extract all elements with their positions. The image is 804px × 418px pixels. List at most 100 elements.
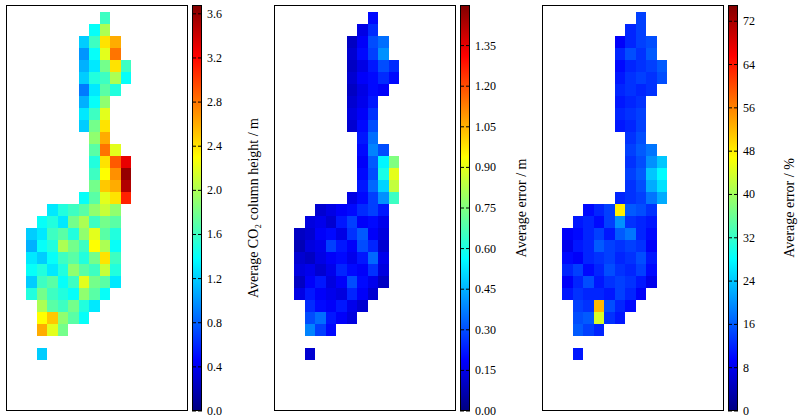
heatmap-cell bbox=[368, 48, 379, 60]
colorbar-tick bbox=[460, 86, 464, 87]
heatmap-cell bbox=[368, 204, 379, 216]
heatmap-cell bbox=[646, 228, 657, 240]
heatmap-cell bbox=[58, 324, 69, 336]
heatmap-cell bbox=[657, 168, 668, 180]
heatmap-cell bbox=[368, 120, 379, 132]
heatmap-cell bbox=[646, 204, 657, 216]
heatmap-cell bbox=[347, 276, 358, 288]
heatmap-cell bbox=[368, 84, 379, 96]
heatmap-cell bbox=[636, 132, 647, 144]
heatmap-cell bbox=[636, 144, 647, 156]
heatmap-cell bbox=[604, 252, 615, 264]
heatmap-cell bbox=[625, 204, 636, 216]
colorbar-tick bbox=[728, 367, 732, 368]
heatmap-cell bbox=[625, 216, 636, 228]
colorbar-tick bbox=[460, 411, 464, 412]
heatmap-cell bbox=[110, 60, 121, 72]
colorbar-tick bbox=[198, 322, 202, 323]
colorbar bbox=[728, 5, 738, 411]
heatmap-cell bbox=[121, 168, 132, 180]
heatmap-cell bbox=[336, 276, 347, 288]
heatmap-cell bbox=[594, 288, 605, 300]
heatmap-cell bbox=[68, 264, 79, 276]
colorbar-tick bbox=[466, 126, 470, 127]
heatmap-cell bbox=[347, 96, 358, 108]
heatmap-cell bbox=[573, 348, 584, 360]
heatmap-cell bbox=[636, 204, 647, 216]
heatmap-cell bbox=[625, 276, 636, 288]
heatmap-cell bbox=[562, 228, 573, 240]
heatmap-cell bbox=[347, 84, 358, 96]
heatmap-cell bbox=[646, 168, 657, 180]
heatmap-cell bbox=[58, 264, 69, 276]
plot-frame bbox=[543, 6, 724, 411]
colorbar-tick bbox=[460, 45, 464, 46]
heatmap-cell bbox=[646, 240, 657, 252]
colorbar-tick bbox=[460, 329, 464, 330]
heatmap-cell bbox=[121, 192, 132, 204]
heatmap-cell bbox=[336, 264, 347, 276]
heatmap-cell bbox=[347, 252, 358, 264]
colorbar-tick-label: 1.05 bbox=[475, 120, 496, 134]
heatmap-cell bbox=[357, 96, 368, 108]
heatmap-cell bbox=[615, 60, 626, 72]
colorbar-tick-label: 24 bbox=[743, 274, 755, 288]
heatmap-cell bbox=[89, 252, 100, 264]
colorbar-tick bbox=[728, 237, 732, 238]
heatmap-cell bbox=[121, 156, 132, 168]
colorbar-tick bbox=[460, 289, 464, 290]
heatmap-cell bbox=[378, 36, 389, 48]
heatmap-cell bbox=[100, 264, 111, 276]
plot-area bbox=[274, 5, 456, 411]
heatmap-cell bbox=[357, 108, 368, 120]
heatmap bbox=[26, 12, 131, 360]
heatmap-cell bbox=[58, 204, 69, 216]
heatmap-cell bbox=[89, 156, 100, 168]
heatmap-cell bbox=[89, 216, 100, 228]
heatmap-cell bbox=[89, 228, 100, 240]
heatmap-cell bbox=[68, 216, 79, 228]
colorbar-tick bbox=[198, 146, 202, 147]
heatmap-cell bbox=[636, 72, 647, 84]
colorbar-tick bbox=[192, 190, 196, 191]
heatmap-cell bbox=[294, 288, 305, 300]
colorbar bbox=[460, 5, 470, 411]
heatmap-cell bbox=[357, 204, 368, 216]
heatmap-cell bbox=[315, 312, 326, 324]
colorbar-tick bbox=[734, 64, 738, 65]
heatmap-cell bbox=[357, 252, 368, 264]
colorbar-tick bbox=[192, 411, 196, 412]
heatmap-cell bbox=[79, 240, 90, 252]
heatmap-cell bbox=[89, 192, 100, 204]
heatmap-cell bbox=[615, 84, 626, 96]
heatmap-cell bbox=[315, 240, 326, 252]
heatmap-cell bbox=[646, 216, 657, 228]
colorbar-tick-label: 1.6 bbox=[207, 227, 222, 241]
heatmap-cell bbox=[347, 216, 358, 228]
heatmap-cell bbox=[89, 180, 100, 192]
heatmap-cell bbox=[368, 96, 379, 108]
heatmap-cell bbox=[326, 240, 337, 252]
heatmap-cell bbox=[583, 288, 594, 300]
heatmap-cell bbox=[657, 60, 668, 72]
heatmap-cell bbox=[336, 228, 347, 240]
heatmap-cell bbox=[594, 204, 605, 216]
colorbar-tick-label: 1.20 bbox=[475, 79, 496, 93]
heatmap-cell bbox=[625, 84, 636, 96]
heatmap-cell bbox=[368, 108, 379, 120]
heatmap-cell bbox=[646, 252, 657, 264]
heatmap-cell bbox=[378, 180, 389, 192]
heatmap-cell bbox=[636, 12, 647, 24]
plot-area bbox=[542, 5, 724, 411]
colorbar-frame bbox=[461, 6, 470, 411]
heatmap-cell bbox=[562, 288, 573, 300]
colorbar-tick bbox=[728, 64, 732, 65]
heatmap-cell bbox=[347, 192, 358, 204]
heatmap-cell bbox=[625, 240, 636, 252]
heatmap-cell bbox=[305, 288, 316, 300]
heatmap-cell bbox=[646, 72, 657, 84]
heatmap-cell bbox=[636, 120, 647, 132]
heatmap-cell bbox=[615, 108, 626, 120]
colorbar-tick bbox=[728, 107, 732, 108]
heatmap-cell bbox=[378, 144, 389, 156]
